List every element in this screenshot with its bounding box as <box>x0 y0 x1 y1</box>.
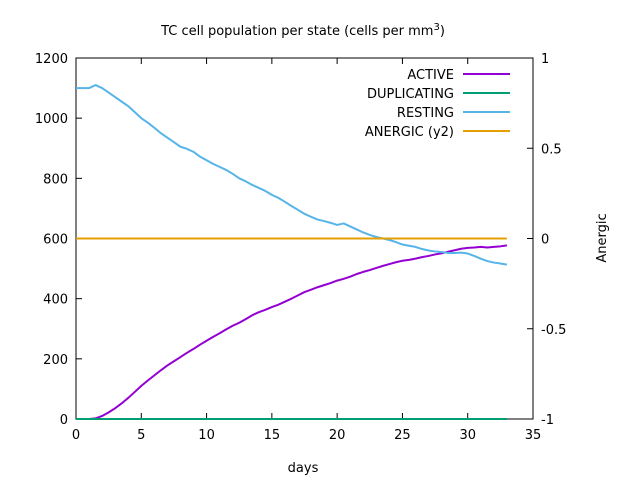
x-tick-label: 10 <box>198 428 215 443</box>
legend-label: ACTIVE <box>407 68 454 83</box>
y-tick-label: 600 <box>43 233 68 248</box>
x-tick-label: 30 <box>459 428 476 443</box>
series-line-resting <box>76 84 508 266</box>
axes-group: 0 5 10 15 20 25 30 35020040060080010001200-1-0.… <box>35 52 566 443</box>
x-tick-label: 5 <box>137 428 145 443</box>
y2-axis-label: Anergic <box>595 213 610 262</box>
chart-title-suffix: ) <box>440 24 445 39</box>
x-tick-label: 15 <box>264 428 281 443</box>
x-tick-label: 25 <box>394 428 411 443</box>
y-tick-label: 400 <box>43 293 68 308</box>
chart-title-superscript: 3 <box>433 22 439 33</box>
y2-tick-label: 1 <box>541 52 549 67</box>
chart-title: TC cell population per state (cells per … <box>160 22 445 40</box>
y2-tick-label: 0 <box>541 233 549 248</box>
y-tick-label: 800 <box>43 172 68 187</box>
x-tick-label: 35 <box>525 428 542 443</box>
y-tick-label: 1200 <box>35 52 68 67</box>
y2-tick-label: -0.5 <box>541 323 566 338</box>
series-layer <box>76 84 508 420</box>
y2-tick-label: 0.5 <box>541 142 562 157</box>
chart-title-main: TC cell population per state (cells per … <box>160 24 433 39</box>
legend: ACTIVE DUPLICATING RESTING ANERGIC (y2) <box>365 68 510 140</box>
legend-label: RESTING <box>397 106 454 121</box>
legend-label: DUPLICATING <box>367 87 454 102</box>
y-tick-label: 0 <box>60 413 68 428</box>
x-axis-label: days <box>288 461 319 476</box>
y2-tick-label: -1 <box>541 413 554 428</box>
y-tick-label: 200 <box>43 353 68 368</box>
x-tick-label: 0 <box>72 428 80 443</box>
series-line-active <box>76 244 508 420</box>
legend-label: ANERGIC (y2) <box>365 125 454 140</box>
x-tick-label: 20 <box>329 428 346 443</box>
y-tick-label: 1000 <box>35 112 68 127</box>
